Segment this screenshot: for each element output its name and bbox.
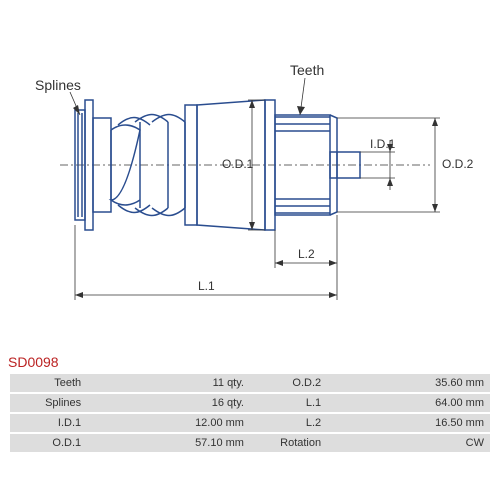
splines-label: Splines	[35, 77, 81, 93]
table-row: Teeth11 qty. O.D.235.60 mm	[10, 374, 490, 392]
l2-dim: L.2	[298, 247, 315, 261]
od2-dim: O.D.2	[442, 157, 474, 171]
part-code: SD0098	[0, 350, 500, 374]
table-row: I.D.112.00 mm L.216.50 mm	[10, 414, 490, 432]
l1-dim: L.1	[198, 279, 215, 293]
table-row: Splines16 qty. L.164.00 mm	[10, 394, 490, 412]
technical-drawing: Splines Teeth O.D.1 I.D.1	[0, 0, 500, 350]
teeth-label: Teeth	[290, 62, 324, 78]
spec-table: Teeth11 qty. O.D.235.60 mm Splines16 qty…	[10, 374, 490, 452]
od1-dim: O.D.1	[222, 157, 254, 171]
table-row: O.D.157.10 mm RotationCW	[10, 434, 490, 452]
id1-dim: I.D.1	[370, 137, 396, 151]
